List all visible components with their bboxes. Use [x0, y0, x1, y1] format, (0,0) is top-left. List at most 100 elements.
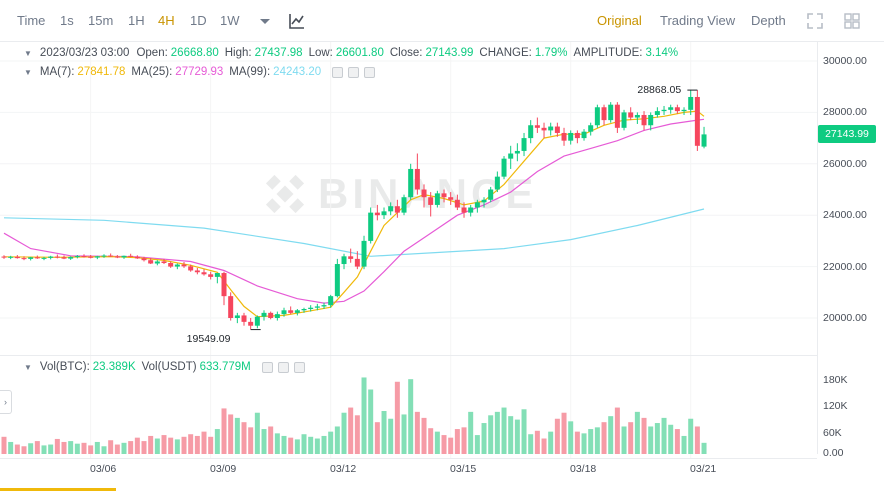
candle-body	[308, 307, 314, 310]
volume-bar	[648, 426, 654, 454]
high-marker-label: 28868.05	[637, 84, 682, 97]
chart-indicator-icon[interactable]	[288, 12, 306, 30]
settings-icon[interactable]	[348, 66, 360, 78]
chevron-down-icon[interactable]	[256, 12, 274, 30]
volume-bar	[108, 440, 114, 454]
collapse-caret-icon[interactable]: ▼	[24, 362, 32, 372]
volume-bar	[428, 428, 434, 454]
interval-time[interactable]: Time	[17, 13, 46, 28]
interval-1w[interactable]: 1W	[220, 13, 240, 28]
candle-body	[248, 321, 254, 326]
candle-body	[654, 111, 660, 115]
candle-body	[234, 315, 240, 318]
volume-bar	[594, 427, 600, 454]
expand-icon[interactable]	[806, 12, 824, 30]
view-depth[interactable]: Depth	[751, 13, 786, 28]
ma25-value: 27729.93	[175, 66, 224, 78]
interval-1h[interactable]: 1H	[128, 13, 145, 28]
volume-bar	[141, 441, 147, 454]
low-label: Low:	[308, 47, 333, 59]
candle-body	[554, 126, 560, 133]
ma7-value: 27841.78	[77, 66, 126, 78]
open-value: 26668.80	[170, 47, 219, 59]
collapse-caret-icon[interactable]: ▼	[24, 48, 32, 58]
candle-body	[668, 107, 674, 110]
change-value: 1.79%	[534, 47, 568, 59]
eye-toggle-icon[interactable]	[261, 361, 273, 373]
candle-body	[548, 126, 554, 131]
candle-body	[448, 197, 454, 200]
ma7-line	[3, 110, 705, 318]
vol-tick-label: 60K	[823, 427, 842, 439]
volume-bar	[121, 442, 127, 454]
candle-body	[221, 273, 227, 297]
volume-bar	[74, 443, 80, 454]
volume-bar	[441, 435, 447, 454]
volume-bar	[354, 415, 360, 454]
volume-bar	[541, 438, 547, 454]
volume-bar	[414, 411, 420, 454]
candle-body	[401, 197, 407, 213]
volume-bar	[234, 417, 240, 454]
volume-bar	[68, 441, 74, 454]
volume-bar	[574, 431, 580, 454]
view-original[interactable]: Original	[597, 13, 642, 28]
volume-bar	[634, 411, 640, 454]
volume-bar	[274, 433, 280, 454]
eye-toggle-icon[interactable]	[332, 66, 344, 78]
volume-bar	[381, 411, 387, 454]
price-axis[interactable]	[817, 42, 884, 454]
time-scrollbar[interactable]	[0, 488, 116, 491]
volume-bar	[674, 429, 680, 454]
close-icon[interactable]	[293, 361, 305, 373]
interval-1d[interactable]: 1D	[190, 13, 207, 28]
candle-body	[34, 257, 40, 259]
volume-bar	[514, 419, 520, 454]
vol-tick-label: 0.00	[823, 447, 844, 459]
candle-body	[581, 131, 587, 139]
interval-15m[interactable]: 15m	[88, 13, 114, 28]
volume-bar	[88, 445, 94, 454]
settings-icon[interactable]	[277, 361, 289, 373]
candle-body	[334, 264, 340, 297]
candle-body	[441, 193, 447, 198]
interval-4h[interactable]: 4H	[158, 13, 175, 28]
volume-bar	[368, 389, 374, 454]
candle-body	[694, 96, 700, 146]
volume-bar	[361, 377, 367, 454]
candle-body	[528, 125, 534, 139]
ma25-label: MA(25):	[131, 66, 173, 78]
candle-body	[121, 255, 127, 258]
collapse-caret-icon[interactable]: ▼	[24, 67, 32, 77]
candle-body	[194, 270, 200, 273]
interval-1s[interactable]: 1s	[60, 13, 74, 28]
volume-bar	[341, 412, 347, 454]
candle-body	[281, 310, 287, 315]
candle-body	[208, 274, 214, 277]
layout-grid-icon[interactable]	[843, 12, 861, 30]
expand-panel-tab[interactable]: ›	[0, 390, 12, 414]
candle-body	[168, 263, 174, 267]
volume-bar	[101, 446, 107, 454]
volume-bar	[621, 426, 627, 454]
candle-body	[321, 305, 327, 307]
volume-bar	[548, 431, 554, 454]
volume-bar	[401, 414, 407, 454]
candle-body	[634, 114, 640, 118]
close-icon[interactable]	[364, 66, 376, 78]
candle-body	[481, 199, 487, 203]
y-tick-label: 20000.00	[823, 312, 867, 324]
view-trading-view[interactable]: Trading View	[660, 13, 736, 28]
volume-bar	[694, 426, 700, 454]
candle-body	[354, 258, 360, 267]
y-tick-label: 26000.00	[823, 158, 867, 170]
candle-body	[574, 132, 580, 139]
candle-body	[48, 256, 54, 258]
x-tick-label: 03/12	[330, 463, 357, 475]
legend-datetime: 2023/03/23 03:00	[39, 47, 130, 59]
candle-body	[28, 257, 34, 259]
volume-bar	[628, 422, 634, 454]
vol-tick-label: 120K	[823, 400, 848, 412]
candle-body	[421, 189, 427, 198]
